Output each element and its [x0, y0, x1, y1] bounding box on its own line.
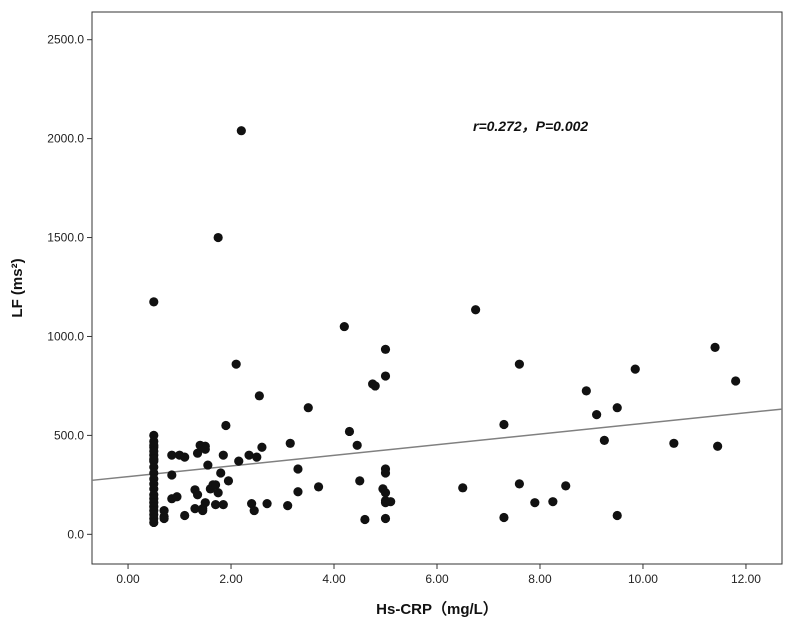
data-point [244, 450, 254, 460]
data-point [200, 444, 210, 454]
data-point [149, 454, 159, 464]
data-point [561, 481, 571, 491]
data-point [252, 452, 262, 462]
data-point [592, 410, 602, 420]
data-point [599, 435, 609, 445]
x-tick-label: 2.00 [219, 572, 243, 586]
x-tick-label: 12.00 [731, 572, 761, 586]
data-point [514, 359, 524, 369]
data-point [339, 321, 349, 332]
data-point [192, 490, 203, 500]
data-point [180, 510, 190, 521]
data-point [236, 126, 246, 136]
data-point [499, 512, 509, 523]
data-point [190, 504, 200, 514]
y-tick-label: 500.0 [54, 428, 84, 442]
data-point [380, 468, 391, 478]
data-point [514, 479, 524, 489]
y-tick-label: 2500.0 [47, 33, 84, 47]
data-point [386, 497, 396, 507]
y-tick-label: 1500.0 [47, 231, 84, 245]
data-point [380, 488, 391, 498]
data-point [283, 501, 293, 511]
x-tick-label: 10.00 [628, 572, 658, 586]
data-point [303, 403, 313, 413]
data-point [352, 440, 362, 450]
data-point [167, 470, 177, 480]
y-axis-title: LF (ms²) [9, 258, 26, 317]
x-tick-label: 8.00 [528, 572, 552, 586]
x-tick-label: 4.00 [322, 572, 346, 586]
data-point [210, 480, 221, 490]
data-point [380, 344, 391, 354]
data-point [380, 513, 391, 524]
data-point [149, 517, 159, 528]
data-point [223, 476, 234, 486]
data-point [710, 342, 720, 352]
data-point [200, 498, 210, 508]
y-tick-label: 2000.0 [47, 132, 84, 146]
data-point [198, 505, 208, 516]
data-point [581, 386, 591, 396]
data-point [159, 513, 169, 524]
data-point [713, 441, 723, 451]
data-point [344, 426, 355, 437]
data-points [149, 126, 741, 528]
data-point [731, 376, 741, 386]
data-point [285, 438, 295, 448]
y-tick-label: 0.0 [67, 527, 84, 541]
data-point [149, 297, 159, 307]
data-point [370, 381, 380, 391]
data-point [669, 438, 679, 448]
correlation-annotation: r=0.272，P=0.002 [473, 118, 588, 134]
data-point [499, 419, 509, 430]
data-point [216, 468, 226, 478]
data-point [355, 476, 365, 486]
data-point [630, 364, 640, 374]
data-point [262, 499, 272, 509]
data-point [458, 483, 468, 493]
x-tick-label: 0.00 [116, 572, 140, 586]
data-point [530, 498, 540, 508]
data-point [221, 420, 231, 431]
data-point [247, 499, 257, 509]
data-point [548, 497, 558, 507]
data-point [254, 391, 264, 401]
data-point [213, 488, 223, 498]
data-point [180, 452, 190, 462]
data-point [172, 492, 182, 502]
data-point [380, 371, 391, 381]
data-point [313, 482, 324, 492]
data-point [234, 456, 244, 466]
data-point [612, 403, 622, 413]
x-axis-title: Hs-CRP（mg/L） [376, 600, 498, 618]
data-point [149, 446, 159, 456]
data-point [192, 448, 203, 458]
data-point [293, 464, 303, 474]
data-point [167, 450, 177, 460]
data-point [210, 500, 221, 510]
y-tick-label: 1000.0 [47, 329, 84, 343]
data-point [203, 460, 213, 470]
data-point [213, 232, 223, 243]
x-axis: 0.00 2.00 4.00 6.00 8.00 10.00 12.00 [116, 564, 761, 586]
data-point [257, 442, 267, 452]
data-point [249, 505, 259, 516]
plot-frame [91, 11, 783, 565]
data-point [218, 500, 228, 510]
data-point [231, 359, 241, 369]
data-point [471, 305, 481, 315]
data-point [293, 487, 303, 497]
data-point [612, 510, 622, 521]
data-point [360, 514, 370, 525]
data-point [218, 450, 228, 460]
y-axis: 0.0 500.0 1000.0 1500.0 2000.0 2500.0 [47, 33, 92, 541]
x-tick-label: 6.00 [425, 572, 449, 586]
